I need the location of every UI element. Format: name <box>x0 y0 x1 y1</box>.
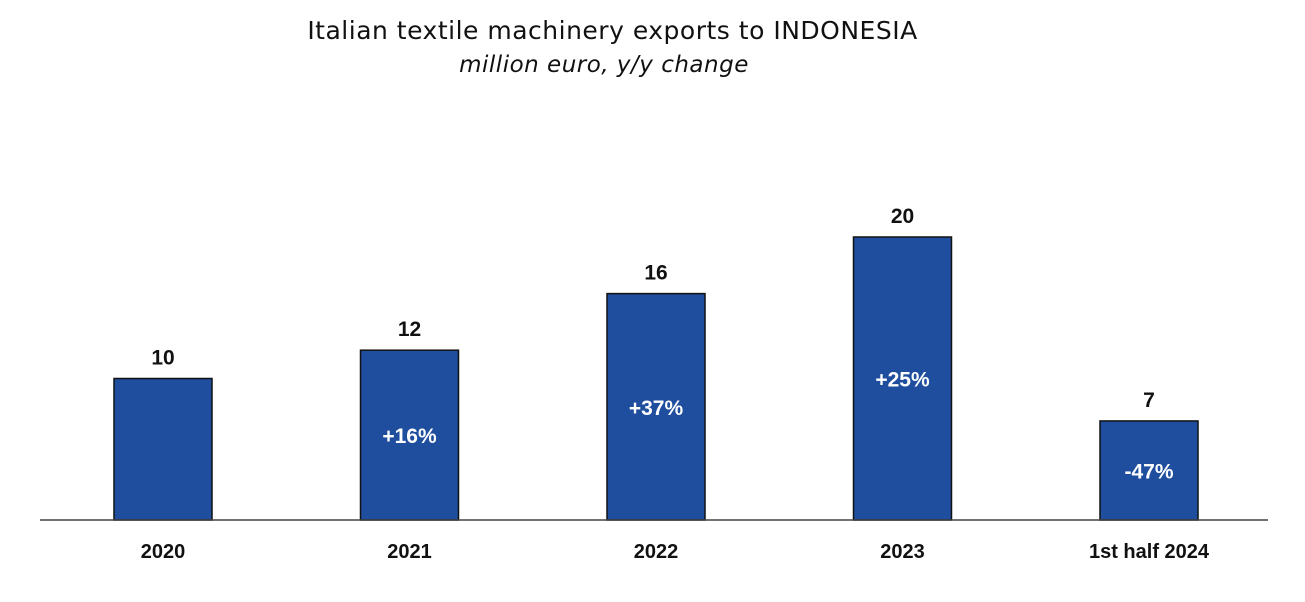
yoy-change-label: +37% <box>629 397 684 420</box>
chart-title: Italian textile machinery exports to IND… <box>307 16 918 45</box>
category-label: 1st half 2024 <box>1089 541 1210 563</box>
chart-subtitle: million euro, y/y change <box>459 52 749 78</box>
value-label: 16 <box>644 262 667 285</box>
bar-2023 <box>852 236 953 521</box>
bars-group <box>113 236 1199 521</box>
yoy-change-label: +25% <box>875 369 930 392</box>
value-label: 12 <box>398 318 421 341</box>
category-label: 2023 <box>880 541 925 563</box>
bar-2020 <box>113 377 213 521</box>
yoy-change-label: -47% <box>1124 460 1173 483</box>
category-label: 2021 <box>387 541 432 563</box>
value-label: 20 <box>891 205 914 228</box>
yoy-change-label: +16% <box>382 425 437 448</box>
labels-group: 10 2020 12 +16% 2021 16 +37% 2022 20 +25% 2023 7 -47… <box>141 205 1210 563</box>
category-label: 2020 <box>141 541 186 563</box>
category-label: 2022 <box>634 541 679 563</box>
bar-2022 <box>606 292 706 521</box>
value-label: 7 <box>1143 389 1155 412</box>
bar-1st-half-2024 <box>1099 420 1199 521</box>
value-label: 10 <box>151 347 174 370</box>
bar-2021 <box>359 349 460 521</box>
